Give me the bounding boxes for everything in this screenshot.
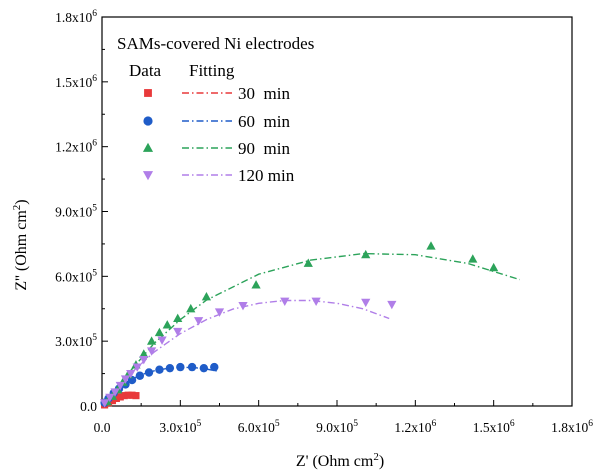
y-axis-title: Z'' (Ohm cm2)	[11, 199, 30, 290]
legend-title: SAMs-covered Ni electrodes	[117, 34, 314, 53]
data-point-series-4	[132, 363, 142, 372]
legend: SAMs-covered Ni electrodes Data Fitting …	[117, 34, 314, 185]
data-point-series-3	[154, 327, 165, 337]
data-point-series-3	[139, 349, 149, 358]
data-point-series-1	[108, 397, 117, 405]
legend-marker-1	[144, 89, 152, 97]
data-point-series-2	[155, 365, 164, 374]
x-tick-label: 1.2x106	[394, 419, 436, 435]
data-point-series-4	[146, 347, 157, 356]
data-point-series-4	[238, 301, 248, 311]
data-point-series-2	[176, 362, 185, 372]
y-tick-label: 0.0	[80, 399, 97, 414]
x-tick-label: 3.0x105	[159, 419, 201, 435]
data-point-series-4	[120, 375, 131, 384]
data-point-series-1	[112, 394, 120, 403]
y-tick-label: 3.0x105	[55, 333, 97, 349]
legend-label-3: 90 min	[238, 139, 290, 158]
data-point-series-3	[146, 336, 157, 345]
x-tick-label: 1.8x106	[551, 419, 593, 435]
fit-line-3	[101, 252, 521, 407]
data-point-series-3	[489, 262, 499, 272]
legend-marker-2	[143, 116, 153, 126]
x-tick-label: 1.5x106	[473, 419, 515, 435]
data-point-series-4	[126, 370, 136, 379]
data-point-series-2	[187, 362, 197, 372]
data-point-series-3	[201, 292, 212, 301]
y-tick-label: 9.0x105	[55, 204, 97, 220]
legend-label-1: 30 min	[238, 84, 290, 103]
data-point-series-4	[115, 381, 125, 391]
legend-data-header: Data	[129, 61, 162, 80]
data-point-series-3	[426, 241, 436, 250]
tick-labels: 0.0 3.0x105 6.0x105 9.0x105 1.2x106 1.5x106 1.…	[55, 9, 593, 435]
data-point-series-3	[303, 258, 313, 267]
data-point-series-3	[186, 303, 196, 313]
data-point-series-2	[165, 363, 175, 373]
data-point-series-2	[135, 371, 145, 380]
data-point-series-4	[311, 297, 321, 307]
data-point-series-4	[361, 298, 371, 308]
x-tick-label: 9.0x105	[316, 419, 358, 435]
fit-line-4	[101, 299, 390, 407]
data-point-series-1	[128, 391, 136, 399]
plot-border	[101, 16, 573, 407]
data-point-series-4	[139, 355, 149, 365]
data-point-series-1	[132, 392, 140, 400]
data-point-series-1	[124, 391, 132, 399]
data-point-series-1	[120, 392, 128, 400]
legend-marker-3	[142, 142, 154, 152]
fit-lines	[101, 252, 521, 407]
data-point-series-4	[99, 399, 110, 408]
y-tick-label: 6.0x105	[55, 268, 97, 284]
data-point-series-2	[199, 363, 209, 373]
data-point-series-4	[173, 327, 183, 337]
y-tick-label: 1.8x106	[55, 9, 97, 25]
data-point-series-2	[210, 362, 219, 372]
legend-marker-4	[142, 171, 154, 181]
data-point-series-1	[116, 393, 124, 401]
plot-frame	[101, 16, 573, 407]
data-point-series-4	[110, 388, 120, 397]
legend-label-2: 60 min	[238, 112, 290, 131]
data-point-series-4	[387, 300, 397, 310]
data-point-series-4	[105, 393, 115, 403]
data-point-series-4	[214, 308, 225, 317]
axis-ticks	[101, 16, 573, 407]
data-point-series-2	[144, 368, 154, 377]
legend-items: 30 min 60 min 90 min 120 min	[142, 84, 295, 185]
x-axis-title: Z' (Ohm cm2)	[296, 451, 384, 470]
x-tick-label: 0.0	[94, 420, 111, 435]
data-point-series-3	[361, 249, 371, 259]
data-point-series-3	[251, 280, 261, 289]
data-point-series-3	[468, 254, 478, 263]
data-point-series-3	[173, 313, 183, 323]
data-point-series-3	[162, 320, 172, 329]
y-tick-label: 1.2x106	[55, 139, 97, 155]
legend-fitting-header: Fitting	[189, 61, 235, 80]
x-tick-label: 6.0x105	[238, 419, 280, 435]
legend-label-4: 120 min	[238, 166, 295, 185]
y-tick-label: 1.5x106	[55, 74, 97, 90]
data-point-series-4	[157, 336, 167, 345]
data-point-series-4	[280, 297, 290, 307]
data-point-series-4	[193, 317, 204, 326]
data-points	[99, 241, 499, 409]
